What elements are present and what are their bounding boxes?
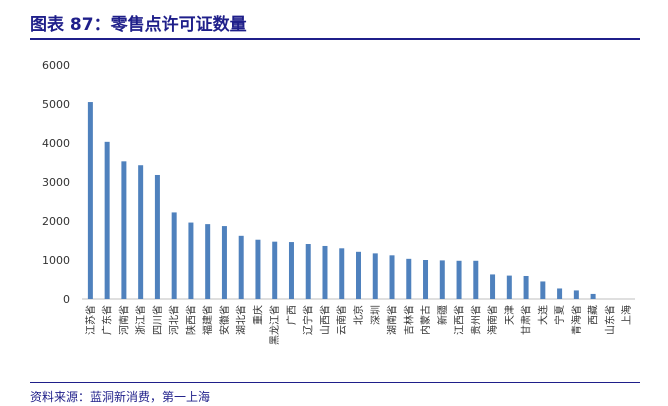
bar xyxy=(238,235,244,299)
y-tick-label: 6000 xyxy=(42,59,70,72)
x-tick-label: 内蒙古 xyxy=(419,305,432,335)
footer-rule xyxy=(30,382,640,383)
bar xyxy=(557,288,563,299)
x-tick-label: 辽宁省 xyxy=(302,305,315,335)
bar xyxy=(171,212,177,299)
bar xyxy=(188,222,194,299)
x-tick-label: 江苏省 xyxy=(84,305,97,335)
bar xyxy=(506,275,512,299)
bar xyxy=(372,253,378,299)
x-tick-label: 深圳 xyxy=(370,305,382,325)
x-tick-label: 天津 xyxy=(504,305,516,325)
x-tick-label: 陕西省 xyxy=(184,305,197,335)
x-tick-label: 北京 xyxy=(352,305,365,325)
bar xyxy=(456,260,462,299)
y-tick-label: 2000 xyxy=(42,215,70,228)
bar xyxy=(573,290,579,299)
x-tick-label: 甘肃省 xyxy=(520,305,533,335)
bar xyxy=(423,260,429,299)
bar xyxy=(356,251,361,299)
x-tick-label: 安徽省 xyxy=(218,305,231,335)
bar-chart: 0 1000 2000 3000 4000 5000 6000 江苏省 广东省 河南省 浙江省 四川… xyxy=(42,59,635,345)
x-tick-label: 湖北省 xyxy=(235,305,248,335)
bar-series xyxy=(87,102,596,299)
x-axis-labels: 江苏省 广东省 河南省 浙江省 四川省 河北省 陕西省 福建省 安徽省 湖北省 重庆 黑龙江省 广西 辽宁… xyxy=(84,305,633,345)
y-tick-label: 4000 xyxy=(42,137,70,150)
y-tick-label: 3000 xyxy=(42,176,70,189)
bar xyxy=(121,161,127,299)
y-tick-label: 5000 xyxy=(42,98,70,111)
x-tick-label: 宁夏 xyxy=(553,305,566,325)
x-tick-label: 福建省 xyxy=(201,305,214,335)
bar xyxy=(540,281,546,299)
x-tick-label: 黑龙江省 xyxy=(268,305,281,345)
bar xyxy=(590,293,596,299)
y-tick-label: 1000 xyxy=(42,254,70,267)
x-tick-label: 浙江省 xyxy=(134,305,147,335)
bar xyxy=(154,174,160,299)
bar xyxy=(272,241,278,299)
bar xyxy=(305,244,311,299)
x-tick-label: 上海 xyxy=(620,305,633,325)
bar xyxy=(138,165,144,299)
bar xyxy=(221,226,227,299)
bar xyxy=(490,274,496,299)
bar xyxy=(339,248,345,299)
x-tick-label: 广东省 xyxy=(101,305,114,335)
x-tick-label: 云南省 xyxy=(335,305,348,335)
bar xyxy=(473,260,479,299)
y-tick-label: 0 xyxy=(63,293,70,306)
x-tick-label: 河南省 xyxy=(117,305,130,335)
bar xyxy=(389,255,395,299)
x-tick-label: 西藏 xyxy=(588,305,600,325)
x-tick-label: 吉林省 xyxy=(402,305,415,335)
x-tick-label: 山西省 xyxy=(318,305,331,335)
title-rule xyxy=(30,38,640,40)
bar xyxy=(439,260,445,299)
x-tick-label: 重庆 xyxy=(251,305,264,325)
source-note: 资料来源：蓝洞新消费，第一上海 xyxy=(30,390,211,404)
bar xyxy=(205,224,211,299)
bar xyxy=(406,258,412,299)
bar xyxy=(255,239,261,299)
bar xyxy=(87,102,93,299)
x-tick-label: 贵州省 xyxy=(469,305,482,335)
x-tick-label: 青海省 xyxy=(570,305,583,335)
x-tick-label: 新疆 xyxy=(436,305,449,325)
x-tick-label: 海南省 xyxy=(486,305,499,335)
x-tick-label: 山东省 xyxy=(603,305,616,335)
x-tick-label: 江西省 xyxy=(453,305,466,335)
bar xyxy=(523,275,529,299)
x-tick-label: 广西 xyxy=(286,305,298,325)
x-tick-label: 湖南省 xyxy=(386,305,399,335)
bar xyxy=(322,245,328,299)
bar xyxy=(288,242,294,299)
x-tick-label: 四川省 xyxy=(151,305,164,335)
y-axis: 0 1000 2000 3000 4000 5000 6000 xyxy=(42,59,70,306)
chart-title: 图表 87：零售点许可证数量 xyxy=(30,15,247,35)
x-tick-label: 河北省 xyxy=(168,305,181,335)
bar xyxy=(104,141,110,299)
x-tick-label: 大连 xyxy=(536,305,549,325)
